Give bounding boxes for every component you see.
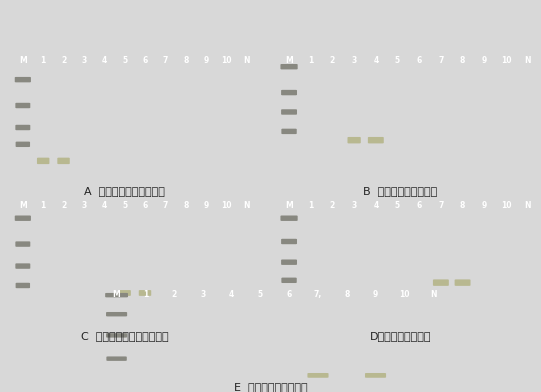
- FancyBboxPatch shape: [281, 239, 297, 244]
- Text: 3: 3: [81, 201, 87, 210]
- Text: 3: 3: [352, 201, 357, 210]
- Text: 10: 10: [221, 201, 232, 210]
- Text: 8: 8: [460, 56, 465, 65]
- Text: 1: 1: [41, 201, 46, 210]
- Text: 5: 5: [258, 290, 263, 299]
- Text: 4: 4: [102, 56, 107, 65]
- FancyBboxPatch shape: [37, 158, 49, 164]
- Text: D全蚀病菌特异引物: D全蚀病菌特异引物: [370, 331, 431, 341]
- Text: 2: 2: [61, 201, 66, 210]
- Text: 2: 2: [330, 201, 335, 210]
- FancyBboxPatch shape: [15, 125, 30, 130]
- Text: 6: 6: [287, 290, 292, 299]
- Text: N: N: [243, 56, 250, 65]
- FancyBboxPatch shape: [280, 216, 298, 221]
- FancyBboxPatch shape: [365, 373, 386, 378]
- Text: 5: 5: [395, 56, 400, 65]
- Text: 9: 9: [203, 56, 209, 65]
- Text: N: N: [430, 290, 437, 299]
- FancyBboxPatch shape: [347, 137, 361, 143]
- Text: 1: 1: [308, 56, 313, 65]
- Text: 4: 4: [373, 56, 379, 65]
- Text: 7,: 7,: [314, 290, 322, 299]
- Text: 4: 4: [102, 201, 107, 210]
- FancyBboxPatch shape: [281, 129, 297, 134]
- Text: M: M: [19, 56, 27, 65]
- FancyBboxPatch shape: [106, 312, 127, 316]
- FancyBboxPatch shape: [57, 158, 70, 164]
- Text: 5: 5: [395, 201, 400, 210]
- Text: N: N: [243, 201, 250, 210]
- Text: B  纹枯病菌特异性引物: B 纹枯病菌特异性引物: [363, 186, 438, 196]
- Text: 9: 9: [203, 201, 209, 210]
- Text: 6: 6: [142, 201, 148, 210]
- FancyBboxPatch shape: [433, 279, 449, 286]
- FancyBboxPatch shape: [15, 103, 30, 108]
- Text: 10: 10: [221, 56, 232, 65]
- FancyBboxPatch shape: [16, 283, 30, 288]
- Text: 2: 2: [171, 290, 177, 299]
- Text: 9: 9: [481, 201, 487, 210]
- FancyBboxPatch shape: [105, 293, 128, 298]
- Text: 8: 8: [344, 290, 349, 299]
- Text: 10: 10: [501, 201, 511, 210]
- FancyBboxPatch shape: [15, 263, 30, 269]
- Text: M: M: [113, 290, 121, 299]
- Text: 5: 5: [122, 56, 127, 65]
- Text: 8: 8: [183, 56, 188, 65]
- Text: 1: 1: [143, 290, 148, 299]
- FancyBboxPatch shape: [307, 373, 328, 378]
- Text: E  根腐蛋包特异引特物: E 根腐蛋包特异引特物: [234, 382, 307, 392]
- Text: 4: 4: [229, 290, 234, 299]
- Text: 7: 7: [163, 201, 168, 210]
- FancyBboxPatch shape: [15, 77, 31, 82]
- Text: 6: 6: [417, 201, 422, 210]
- Text: 3: 3: [81, 56, 87, 65]
- Text: 7: 7: [438, 201, 444, 210]
- FancyBboxPatch shape: [454, 279, 471, 286]
- Text: 9: 9: [481, 56, 487, 65]
- Text: 5: 5: [122, 201, 127, 210]
- Text: 2: 2: [61, 56, 66, 65]
- Text: M: M: [19, 201, 27, 210]
- Text: 9: 9: [373, 290, 378, 299]
- Text: 4: 4: [373, 201, 379, 210]
- FancyBboxPatch shape: [15, 216, 31, 221]
- Text: 1: 1: [41, 56, 46, 65]
- Text: 10: 10: [399, 290, 410, 299]
- Text: M: M: [285, 56, 293, 65]
- FancyBboxPatch shape: [107, 356, 127, 361]
- Text: M: M: [285, 201, 293, 210]
- Text: C  假禾谷镰刀菌特异性引物: C 假禾谷镰刀菌特异性引物: [81, 331, 168, 341]
- FancyBboxPatch shape: [281, 109, 297, 115]
- FancyBboxPatch shape: [281, 260, 297, 265]
- Text: 1: 1: [308, 201, 313, 210]
- Text: 6: 6: [142, 56, 148, 65]
- Text: 7: 7: [438, 56, 444, 65]
- Text: N: N: [524, 56, 531, 65]
- Text: 3: 3: [352, 56, 357, 65]
- FancyBboxPatch shape: [281, 278, 297, 283]
- FancyBboxPatch shape: [106, 333, 127, 338]
- FancyBboxPatch shape: [16, 142, 30, 147]
- Text: 3: 3: [200, 290, 206, 299]
- Text: 8: 8: [460, 201, 465, 210]
- Text: 7: 7: [163, 56, 168, 65]
- FancyBboxPatch shape: [118, 290, 131, 296]
- FancyBboxPatch shape: [280, 64, 298, 69]
- Text: 2: 2: [330, 56, 335, 65]
- FancyBboxPatch shape: [368, 137, 384, 143]
- Text: N: N: [524, 201, 531, 210]
- Text: A  禾谷镰刀菌特异性引物: A 禾谷镰刀菌特异性引物: [84, 186, 165, 196]
- FancyBboxPatch shape: [281, 90, 297, 95]
- Text: 8: 8: [183, 201, 188, 210]
- Text: 6: 6: [417, 56, 422, 65]
- FancyBboxPatch shape: [15, 241, 30, 247]
- FancyBboxPatch shape: [139, 290, 151, 296]
- Text: 10: 10: [501, 56, 511, 65]
